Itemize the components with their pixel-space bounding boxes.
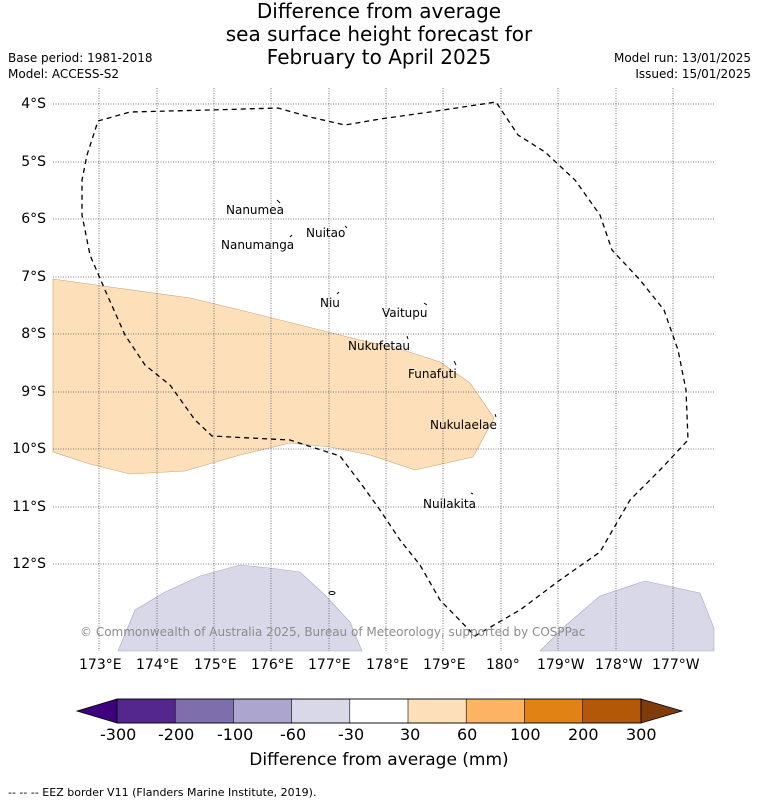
latitude-label: 4°S <box>21 96 46 112</box>
longitude-label: 175°E <box>194 657 237 673</box>
longitude-label: 179°W <box>537 657 585 673</box>
island-label-nanumea: Nanumea <box>226 203 284 217</box>
colorbar-segment <box>233 698 293 724</box>
island-label-nukulaelae: Nukulaelae <box>430 418 497 432</box>
colorbar-segment <box>465 698 526 724</box>
colorbar-tick-label: -60 <box>280 725 307 744</box>
longitude-label: 176°E <box>251 657 294 673</box>
base-period-text: Base period: 1981-2018 <box>8 51 153 65</box>
colorbar-segment <box>116 698 177 724</box>
colorbar-tick-label: -30 <box>338 725 365 744</box>
latitude-label: 7°S <box>21 269 46 285</box>
longitude-label: 179°E <box>423 657 466 673</box>
anomaly-fill-positive <box>52 278 495 475</box>
eez-footnote: -- -- -- EEZ border V11 (Flanders Marine… <box>8 786 317 799</box>
island-markers <box>276 199 497 595</box>
latitude-label: 12°S <box>12 556 46 572</box>
colorbar-segment <box>349 698 409 724</box>
copyright-notice: © Commonwealth of Australia 2025, Bureau… <box>80 625 586 639</box>
colorbar-tick-label: -300 <box>100 725 137 744</box>
colorbar-title: Difference from average (mm) <box>249 750 509 770</box>
island-marker <box>494 413 497 418</box>
colorbar-extend-high <box>640 698 684 724</box>
model-text: Model: ACCESS-S2 <box>8 67 120 81</box>
colorbar-tick-label: 200 <box>568 725 599 744</box>
island-marker <box>328 591 336 595</box>
island-marker <box>406 335 409 340</box>
colorbar-segment <box>174 698 235 724</box>
issued-text: Issued: 15/01/2025 <box>635 67 751 81</box>
colorbar-segment <box>291 698 351 724</box>
colorbar-tick-label: 300 <box>626 725 657 744</box>
colorbar-tick-label: -200 <box>158 725 195 744</box>
longitude-label: 173°E <box>79 657 122 673</box>
colorbar-tick-label: 30 <box>400 725 421 744</box>
island-label-nanumanga: Nanumanga <box>221 238 295 252</box>
colorbar-tick-label: 100 <box>510 725 541 744</box>
colorbar-segment <box>407 698 468 724</box>
island-marker <box>289 234 293 238</box>
anomaly-fill-negative <box>117 564 715 652</box>
island-marker <box>336 291 340 295</box>
latitude-label: 10°S <box>12 441 46 457</box>
island-marker <box>344 225 348 229</box>
island-marker <box>423 302 428 306</box>
latitude-label: 5°S <box>21 154 46 170</box>
longitude-label: 180° <box>486 657 520 673</box>
colorbar <box>75 698 684 724</box>
longitude-label: 178°W <box>595 657 643 673</box>
island-label-niu: Niu <box>320 296 340 310</box>
island-label-funafuti: Funafuti <box>408 367 457 381</box>
colorbar-segment <box>582 698 642 724</box>
longitude-label: 174°E <box>136 657 179 673</box>
colorbar-extend-low <box>75 698 118 724</box>
island-label-nukufetau: Nukufetau <box>348 339 411 353</box>
latitude-label: 9°S <box>21 384 46 400</box>
map-title-line-2: sea surface height forecast for <box>225 22 533 46</box>
model-run-text: Model run: 13/01/2025 <box>613 51 751 65</box>
island-marker <box>470 492 474 495</box>
longitude-label: 177°E <box>308 657 351 673</box>
map-title-line-3: February to April 2025 <box>266 45 492 69</box>
colorbar-tick-label: 60 <box>457 725 478 744</box>
island-marker <box>453 360 457 366</box>
island-marker <box>276 199 281 204</box>
colorbar-segment <box>524 698 584 724</box>
latitude-label: 11°S <box>12 499 46 515</box>
map-title-line-1: Difference from average <box>256 0 502 23</box>
island-label-vaitupu: Vaitupu <box>382 306 428 320</box>
longitude-label: 177°W <box>652 657 700 673</box>
island-label-nuitao: Nuitao <box>306 226 346 240</box>
longitude-label: 178°E <box>366 657 409 673</box>
latitude-label: 8°S <box>21 326 46 342</box>
island-label-nuilakita: Nuilakita <box>423 497 476 511</box>
eez-border <box>81 101 689 637</box>
latitude-label: 6°S <box>21 211 46 227</box>
colorbar-tick-label: -100 <box>217 725 254 744</box>
gridlines <box>53 88 714 651</box>
